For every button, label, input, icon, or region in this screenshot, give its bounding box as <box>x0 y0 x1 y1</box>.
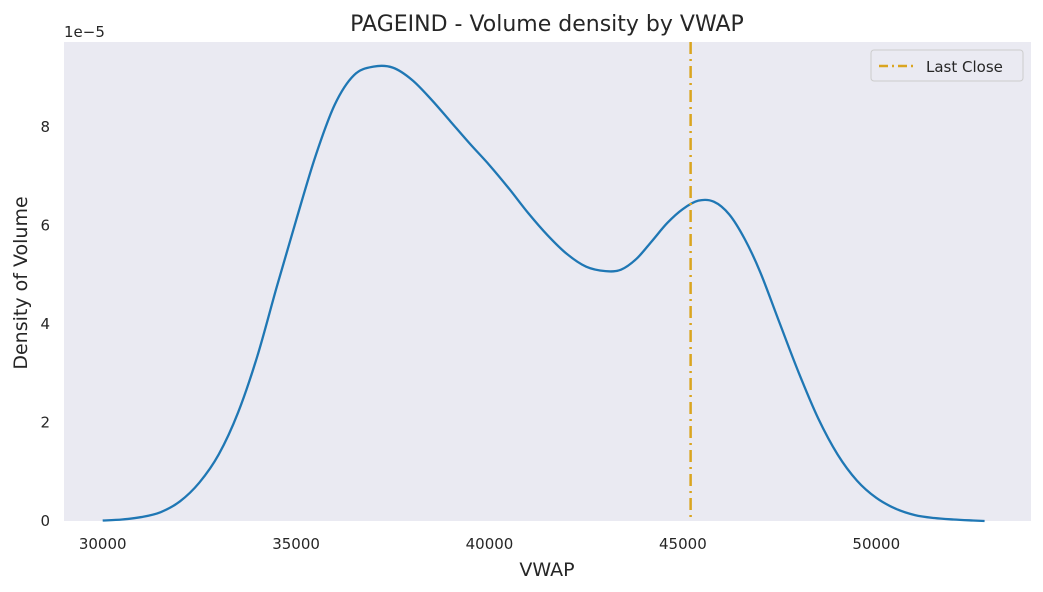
x-tick-label: 30000 <box>79 535 127 553</box>
legend: Last Close <box>870 49 1024 82</box>
legend-label-last-close: Last Close <box>926 58 1003 76</box>
legend-box <box>870 49 1024 82</box>
density-curve-0 <box>102 64 985 523</box>
x-tick-label: 40000 <box>466 535 514 553</box>
x-axis-label: VWAP <box>519 559 574 581</box>
plot-background <box>64 42 1031 521</box>
x-tick-label: 35000 <box>272 535 320 553</box>
y-tick-label: 6 <box>40 216 50 234</box>
x-tick-label: 45000 <box>659 535 707 553</box>
y-tick-label: 2 <box>40 413 50 431</box>
plot-area <box>102 42 985 523</box>
axis-ticks: 30000 35000 40000 45000 50000 0 2 4 6 8 <box>40 118 900 553</box>
y-tick-label: 0 <box>40 512 50 530</box>
y-tick-label: 8 <box>40 118 50 136</box>
y-axis-label: Density of Volume <box>10 196 32 369</box>
chart-title: PAGEIND - Volume density by VWAP <box>350 12 744 37</box>
y-tick-label: 4 <box>40 315 50 333</box>
x-tick-label: 50000 <box>852 535 900 553</box>
y-axis-offset-text: 1e−5 <box>64 23 105 41</box>
